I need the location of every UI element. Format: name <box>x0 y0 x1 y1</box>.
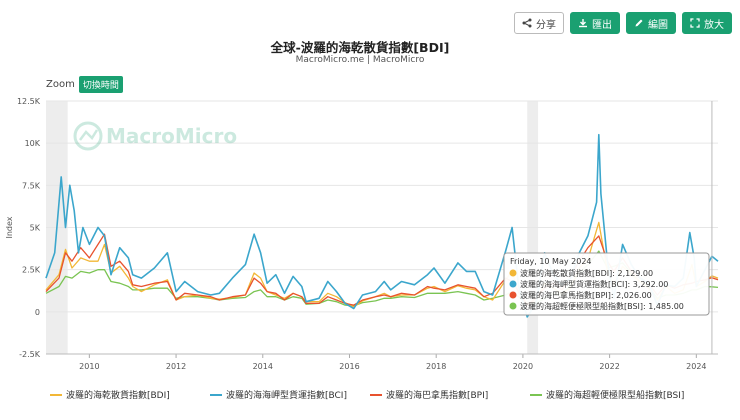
share-label: 分享 <box>536 19 556 31</box>
toggle-time-button[interactable]: 切換時間 <box>78 76 123 93</box>
tooltip-marker-bsi <box>509 302 517 310</box>
x-tick-label: 2020 <box>513 362 533 371</box>
y-tick-label: 5K <box>30 224 41 233</box>
x-tick-label: 2016 <box>339 362 359 371</box>
legend: 波羅的海乾散貨指數[BDI] 波羅的海海岬型貨運指數[BCI] 波羅的海巴拿馬指數[… <box>50 389 684 401</box>
share-icon <box>522 18 532 28</box>
x-tick-label: 2018 <box>426 362 446 371</box>
x-tick-label: 2024 <box>686 362 706 371</box>
tooltip: Friday, 10 May 2024 波羅的海乾散貨指數[BDI]: 2,129… <box>503 101 713 354</box>
zoom-label: Zoom <box>46 79 75 90</box>
tooltip-box <box>503 252 710 316</box>
tooltip-marker-bdi <box>509 269 517 277</box>
toolbar: 分享 匯出 編圖 放大 <box>514 12 732 34</box>
legend-item: 波羅的海巴拿馬指數[BPI] <box>386 389 488 401</box>
y-tick-label: -2.5K <box>19 350 41 359</box>
y-tick-label: 12.5K <box>17 97 41 106</box>
tooltip-row: 波羅的海巴拿馬指數[BPI]: 2,026.00 <box>520 290 652 300</box>
edit-chart-button[interactable]: 編圖 <box>626 12 676 34</box>
export-button[interactable]: 匯出 <box>570 12 620 34</box>
chart-subtitle: MacroMicro.me | MacroMicro <box>295 55 425 65</box>
fullscreen-label: 放大 <box>704 19 724 31</box>
legend-item: 波羅的海超輕便極限型船指數[BSI] <box>546 389 684 401</box>
expand-icon <box>690 18 700 28</box>
download-icon <box>579 19 587 28</box>
fullscreen-button[interactable]: 放大 <box>682 12 732 34</box>
chart-title: 全球-波羅的海乾散貨指數[BDI] <box>270 40 450 55</box>
pencil-icon <box>635 19 643 27</box>
y-tick-label: 2.5K <box>22 266 41 275</box>
export-label: 匯出 <box>592 19 612 31</box>
y-tick-label: 10K <box>25 139 41 148</box>
axes: -2.5K 0 2.5K 5K 7.5K 10K 12.5K 2010 2012 2014 2016… <box>5 97 718 371</box>
tooltip-marker-bpi <box>509 291 517 299</box>
tooltip-row: 波羅的海乾散貨指數[BDI]: 2,129.00 <box>520 268 653 278</box>
edit-label: 編圖 <box>648 19 668 31</box>
legend-item: 波羅的海乾散貨指數[BDI] <box>66 389 170 401</box>
zoom-control: Zoom 切換時間 <box>46 76 123 93</box>
x-tick-label: 2010 <box>79 362 99 371</box>
y-tick-label: 0 <box>35 308 40 317</box>
tooltip-row: 波羅的海海岬型貨運指數[BCI]: 3,292.00 <box>520 279 668 289</box>
x-tick-label: 2012 <box>166 362 186 371</box>
watermark-text: MacroMicro <box>106 124 237 148</box>
tooltip-row: 波羅的海超輕便極限型船指數[BSI]: 1,485.00 <box>520 301 684 311</box>
x-tick-label: 2014 <box>253 362 273 371</box>
y-axis-label: Index <box>5 216 14 238</box>
legend-item: 波羅的海海岬型貨運指數[BCI] <box>226 389 347 401</box>
tooltip-date: Friday, 10 May 2024 <box>510 257 592 266</box>
share-button[interactable]: 分享 <box>514 12 564 34</box>
y-tick-label: 7.5K <box>22 181 41 190</box>
x-tick-label: 2022 <box>599 362 619 371</box>
macromicro-watermark: MacroMicro <box>73 121 237 151</box>
tooltip-marker-bci <box>509 280 517 288</box>
